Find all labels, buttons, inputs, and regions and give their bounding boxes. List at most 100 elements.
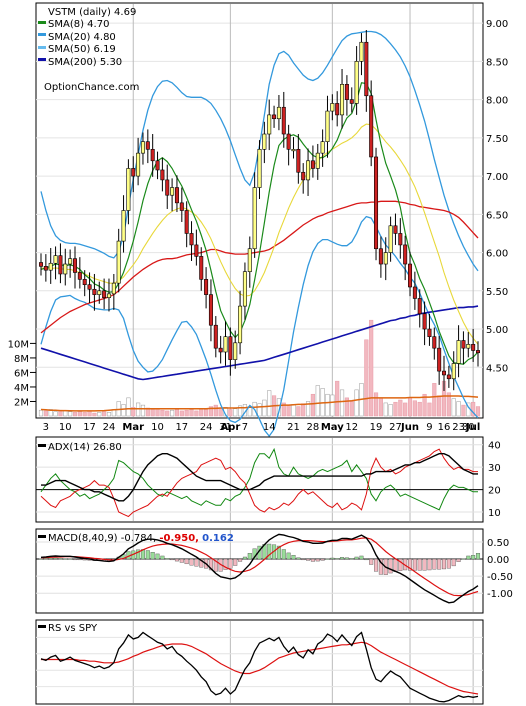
macd-histogram-bar <box>359 555 364 560</box>
date-tick-label: 3 <box>43 422 49 433</box>
volume-bar <box>267 390 272 417</box>
volume-bar <box>97 412 102 417</box>
volume-bar <box>451 398 456 417</box>
macd-histogram-bar <box>340 557 345 560</box>
macd-histogram-bar <box>461 558 466 560</box>
price-tick-label: 4.50 <box>486 363 508 374</box>
plus-di-line <box>40 447 478 511</box>
date-tick-label: Jun <box>400 422 419 433</box>
volume-bar <box>204 409 209 417</box>
candle-body <box>150 149 155 162</box>
candle-body <box>174 187 179 204</box>
candle-body <box>213 324 218 349</box>
candle-body <box>281 106 286 135</box>
macd-lines <box>40 533 479 604</box>
macd-line <box>40 533 479 604</box>
candle-body <box>204 279 209 295</box>
legend-sma200: SMA(200) 5.30 <box>48 57 122 68</box>
macd-histogram-bar <box>150 552 155 560</box>
macd-histogram-bar <box>374 558 379 572</box>
price-tick-label: 6.00 <box>486 249 508 260</box>
candle-body <box>310 160 315 169</box>
volume-bar <box>68 411 73 417</box>
candle-body <box>378 248 383 265</box>
candle-body <box>218 347 223 353</box>
date-tick-label: 30 <box>462 422 475 433</box>
macd-histogram-bar <box>437 558 442 570</box>
macd-tick-label: 0.00 <box>487 555 509 566</box>
volume-tick-label: 8M <box>14 354 29 365</box>
adx-label-swatch <box>38 444 46 447</box>
macd-histogram-bar <box>475 553 481 560</box>
candle-body <box>199 256 204 280</box>
candle-body <box>456 340 461 364</box>
date-tick-label: 31 <box>219 422 232 433</box>
candle-body <box>165 179 170 196</box>
volume-bar <box>179 410 184 417</box>
candle-body <box>306 160 311 181</box>
volume-bar <box>301 403 306 417</box>
candle-body <box>184 210 189 234</box>
volume-bar <box>388 404 393 417</box>
macd-tick-label: -1.00 <box>487 589 513 600</box>
macd-histogram-bar <box>432 558 437 570</box>
volume-bar <box>174 409 180 417</box>
date-tick-label: 19 <box>370 422 383 433</box>
candle-body <box>82 279 87 285</box>
macd-histogram-bar <box>315 558 320 562</box>
candle-body <box>330 103 335 112</box>
price-candles <box>39 30 480 391</box>
volume-bar <box>136 402 141 417</box>
candle-body <box>247 248 252 272</box>
candle-body <box>63 263 68 275</box>
candle-body <box>131 168 136 177</box>
volume-bar <box>213 404 218 417</box>
candle-body <box>286 133 291 150</box>
volume-bar <box>378 397 383 417</box>
volume-bar <box>432 383 437 417</box>
candle-body <box>121 210 126 242</box>
volume-bar <box>412 400 417 417</box>
candle-body <box>208 294 213 326</box>
price-grid <box>36 4 483 417</box>
macd-histogram-bar <box>179 558 184 563</box>
price-tick-label: 6.50 <box>486 210 508 221</box>
volume-bar <box>155 408 160 417</box>
date-tick-label: Mar <box>122 422 144 433</box>
macd-histogram-bar <box>38 558 44 560</box>
volume-bar <box>72 412 78 417</box>
price-legend: VSTM (daily) 4.69 SMA(8) 4.70 SMA(20) 4.… <box>38 7 139 93</box>
date-tick-label: 27 <box>389 422 402 433</box>
legend-sma20: SMA(20) 4.80 <box>48 32 116 43</box>
macd-histogram-bar <box>378 558 383 575</box>
macd-histogram-bar <box>393 558 398 572</box>
macd-histogram-bar <box>291 555 296 560</box>
volume-bar <box>150 409 155 417</box>
volume-bar <box>417 401 422 417</box>
price-tick-label: 5.00 <box>486 325 508 336</box>
macd-label: MACD(8,40,9) -0.784, -0.950, 0.162 <box>48 533 234 544</box>
macd-histogram-bar <box>184 558 189 565</box>
volume-bar <box>315 385 320 417</box>
macd-histogram-bar <box>58 558 63 560</box>
macd-histogram-bar <box>174 558 179 562</box>
macd-histogram-bar <box>286 552 291 560</box>
rs-label-swatch <box>38 625 46 628</box>
macd-histogram-bar <box>388 558 393 574</box>
candle-body <box>160 169 165 181</box>
volume-bar <box>339 389 345 417</box>
rs-lines <box>40 631 479 703</box>
candle-body <box>58 255 63 275</box>
macd-histogram-bar <box>330 557 335 560</box>
candle-body <box>68 258 73 265</box>
candle-body <box>432 336 437 349</box>
candle-body <box>344 84 349 100</box>
volume-bar <box>87 410 92 417</box>
macd-histogram-bar <box>320 558 325 561</box>
date-tick-label: 21 <box>287 422 300 433</box>
candle-body <box>48 262 53 271</box>
volume-bar <box>291 404 296 417</box>
volume-bar <box>194 410 199 417</box>
candle-body <box>393 225 398 234</box>
